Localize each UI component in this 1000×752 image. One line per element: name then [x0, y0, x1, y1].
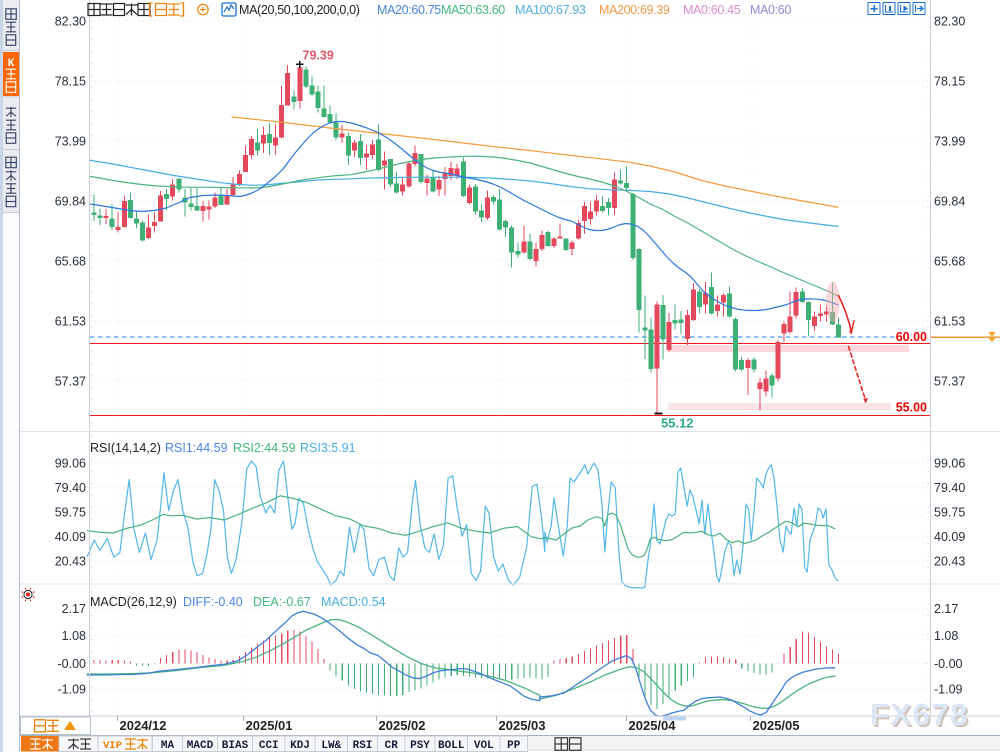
svg-text:RSI2:44.59: RSI2:44.59: [233, 441, 296, 455]
svg-text:73.99: 73.99: [55, 135, 86, 149]
svg-text:2025/02: 2025/02: [379, 718, 426, 733]
svg-text:PSY: PSY: [410, 740, 430, 752]
svg-text:BIAS: BIAS: [222, 740, 249, 752]
svg-text:FX678: FX678: [872, 699, 971, 734]
svg-text:78.15: 78.15: [934, 75, 965, 89]
svg-text:59.75: 59.75: [934, 506, 965, 520]
svg-text:CR: CR: [385, 740, 399, 752]
svg-text:MA50:63.60: MA50:63.60: [441, 3, 505, 17]
svg-text:79.39: 79.39: [303, 49, 334, 63]
svg-text:RSI1:44.59: RSI1:44.59: [165, 441, 228, 455]
svg-text:99.06: 99.06: [934, 457, 965, 471]
svg-text:DIFF:-0.40: DIFF:-0.40: [183, 595, 243, 609]
svg-text:65.68: 65.68: [55, 255, 86, 269]
svg-text:69.84: 69.84: [934, 195, 965, 209]
svg-text:2.17: 2.17: [62, 602, 86, 616]
svg-text:61.53: 61.53: [55, 315, 86, 329]
svg-text:KDJ: KDJ: [290, 740, 310, 752]
svg-text:82.30: 82.30: [55, 15, 86, 29]
svg-text:2025/05: 2025/05: [753, 718, 800, 733]
svg-text:73.99: 73.99: [934, 135, 965, 149]
svg-text:20.43: 20.43: [55, 554, 86, 568]
svg-text:K: K: [8, 58, 15, 70]
svg-text:60.00: 60.00: [896, 330, 927, 344]
svg-text:CCI: CCI: [259, 740, 279, 752]
svg-text:59.75: 59.75: [55, 506, 86, 520]
svg-text:MA20:60.75: MA20:60.75: [377, 3, 441, 17]
svg-text:82.30: 82.30: [934, 15, 965, 29]
svg-text:57.37: 57.37: [55, 375, 86, 389]
svg-text:79.40: 79.40: [55, 481, 86, 495]
svg-text:MA: MA: [161, 740, 175, 752]
svg-text:99.06: 99.06: [55, 457, 86, 471]
svg-text:LW&: LW&: [321, 740, 341, 752]
svg-text:1.08: 1.08: [934, 629, 958, 643]
svg-text:40.09: 40.09: [934, 530, 965, 544]
svg-text:2025/04: 2025/04: [629, 718, 677, 733]
svg-text:PP: PP: [507, 740, 521, 752]
svg-text:RSI3:5.91: RSI3:5.91: [300, 441, 356, 455]
svg-text:2025/03: 2025/03: [499, 718, 546, 733]
svg-text:MA0:60.45: MA0:60.45: [683, 3, 741, 17]
svg-text:MACD(26,12,9): MACD(26,12,9): [90, 595, 177, 609]
svg-text:2025/01: 2025/01: [246, 718, 293, 733]
svg-text:61.53: 61.53: [934, 315, 965, 329]
svg-text:1.08: 1.08: [62, 629, 86, 643]
svg-text:MACD: MACD: [187, 740, 214, 752]
svg-text:2.17: 2.17: [934, 602, 958, 616]
svg-text:40.09: 40.09: [55, 530, 86, 544]
svg-text:65.68: 65.68: [934, 255, 965, 269]
svg-text:-1.09: -1.09: [934, 682, 963, 696]
svg-text:20.43: 20.43: [934, 554, 965, 568]
svg-text:MACD:0.54: MACD:0.54: [321, 595, 386, 609]
svg-text:MA0:60: MA0:60: [750, 3, 791, 17]
svg-text:RSI(14,14,2): RSI(14,14,2): [90, 441, 161, 455]
svg-text:-0.00: -0.00: [58, 657, 87, 671]
svg-text:BOLL: BOLL: [438, 740, 465, 752]
svg-text:-0.00: -0.00: [934, 657, 963, 671]
svg-text:VOL: VOL: [474, 740, 494, 752]
svg-text:69.84: 69.84: [55, 195, 86, 209]
svg-text:MA100:67.93: MA100:67.93: [515, 3, 586, 17]
svg-text:57.37: 57.37: [934, 375, 965, 389]
svg-text:RSI: RSI: [353, 740, 373, 752]
svg-text:FX678: FX678: [870, 697, 969, 732]
svg-text:2024/12: 2024/12: [120, 718, 167, 733]
svg-text:MA(20,50,100,200,0,0): MA(20,50,100,200,0,0): [239, 3, 360, 17]
svg-text:78.15: 78.15: [55, 75, 86, 89]
svg-text:55.12: 55.12: [661, 416, 694, 431]
svg-text:VIP: VIP: [103, 740, 122, 752]
svg-text:-1.09: -1.09: [58, 682, 87, 696]
svg-text:55.00: 55.00: [896, 401, 927, 415]
svg-text:MA200:69.39: MA200:69.39: [599, 3, 670, 17]
svg-text:79.40: 79.40: [934, 481, 965, 495]
svg-text:DEA:-0.67: DEA:-0.67: [253, 595, 311, 609]
